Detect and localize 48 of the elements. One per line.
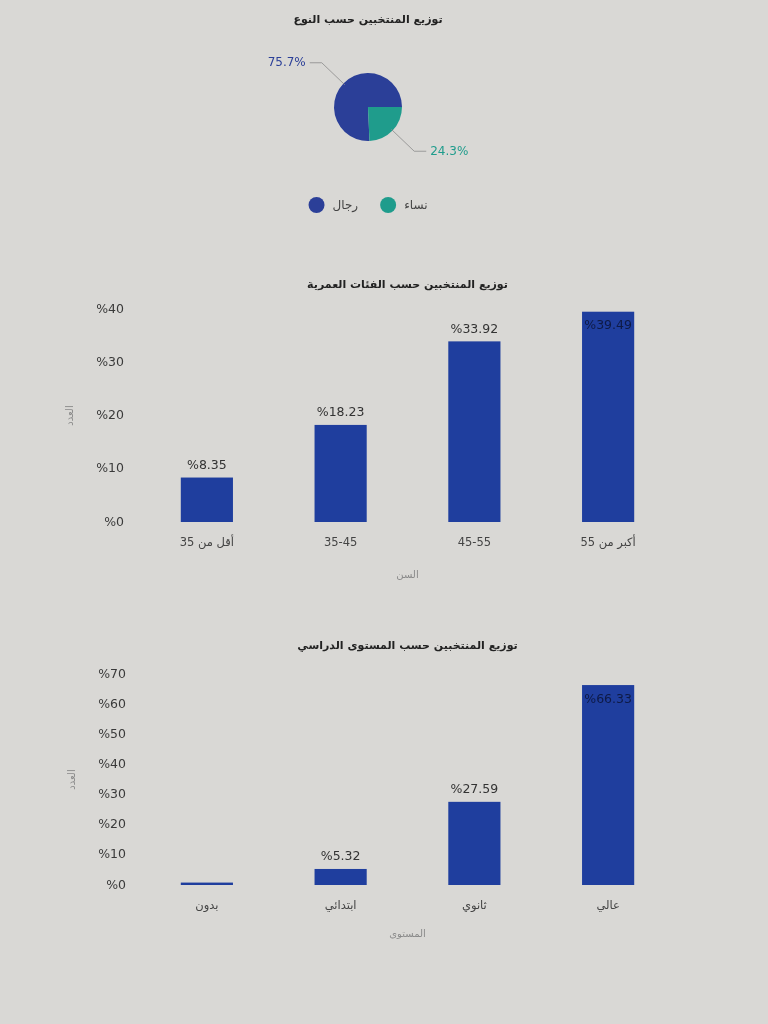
y-tick-label: %40 [96,300,125,316]
data-label: %27.59 [450,781,499,797]
data-label: 24.3% [430,143,469,158]
y-tick-label: %0 [106,876,127,892]
y-tick-label: %10 [96,460,125,476]
bar [180,477,233,522]
legend-label: رجال [332,197,359,213]
x-tick-label: بدون [195,897,219,913]
data-label: %39.49 [584,317,632,333]
y-tick-label: %20 [96,407,125,422]
y-tick-label: %50 [98,725,127,741]
bar [448,801,501,885]
y-tick-label: %40 [98,755,127,771]
x-tick-label: ابتدائي [324,897,357,912]
pie-slice [334,73,402,141]
pie-slice [368,107,402,141]
chart-title: توزيع المنتخبين حسب الفئات العمرية [307,278,508,291]
legend-label: نساء [404,197,428,212]
bar [582,685,635,885]
data-label: %5.32 [320,848,361,864]
y-tick-label: %10 [98,846,127,862]
x-axis-title: المستوى [389,928,426,939]
data-label: 75.7% [267,55,306,70]
x-tick-label: عالي [596,897,620,912]
y-tick-label: %20 [98,816,127,832]
chart-title: توزيع المنتخبين حسب النوع [293,13,443,26]
x-tick-label: أكبر من 55 [580,533,636,550]
x-tick-label: 35-45 [323,534,358,549]
y-axis-title: العدد [64,405,75,426]
y-axis-title: العدد [66,769,77,790]
data-label: %8.35 [187,457,227,473]
y-tick-label: %30 [96,353,125,369]
y-tick-label: %0 [104,513,125,529]
bar [314,868,367,885]
bar [314,424,367,522]
chart-title: توزيع المنتخبين حسب المستوى الدراسي [297,639,518,652]
data-label: %33.92 [450,320,499,336]
x-axis-title: السن [396,569,419,580]
x-tick-label: ثانوي [461,897,487,913]
x-tick-label: 45-55 [457,534,492,549]
bar [448,341,501,522]
bar [582,311,635,522]
data-label: %66.33 [584,690,632,706]
x-tick-label: أقل من 35 [179,533,235,550]
y-tick-label: %60 [98,695,127,711]
y-tick-label: %30 [98,786,127,802]
data-label: %18.23 [316,404,365,420]
y-tick-label: %70 [98,665,127,681]
